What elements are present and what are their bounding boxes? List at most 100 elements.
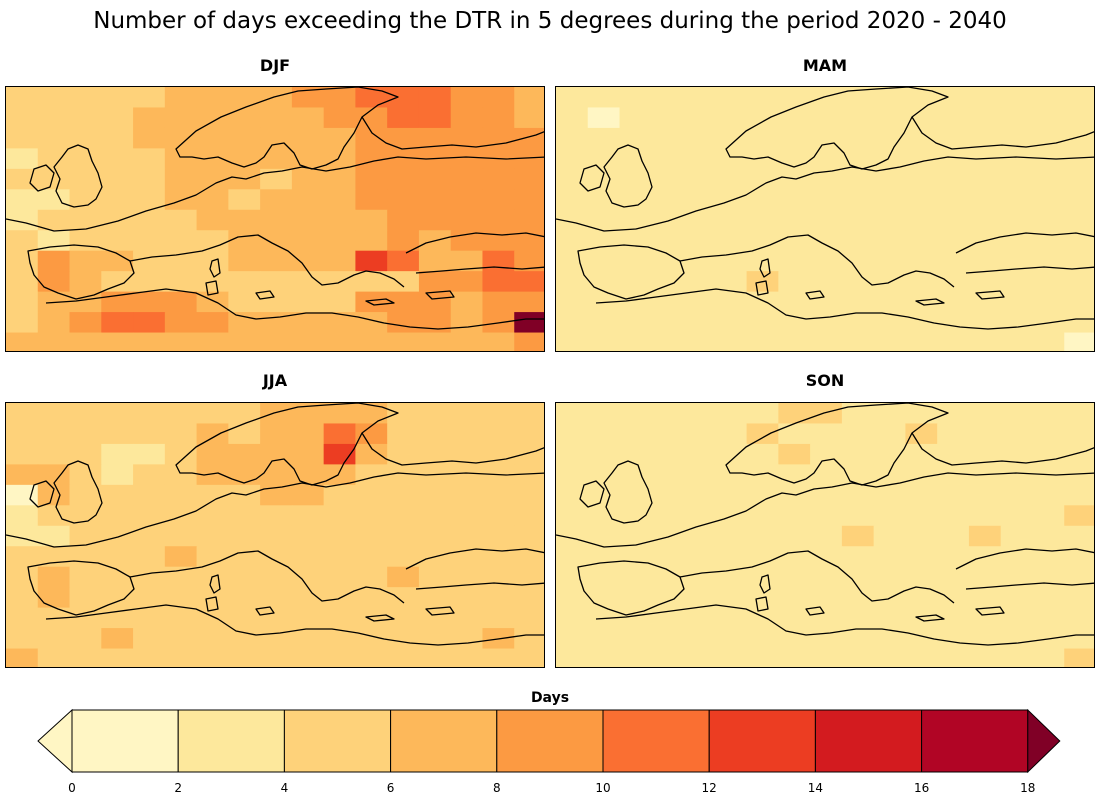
grid-cell xyxy=(228,423,261,445)
grid-cell xyxy=(228,209,261,231)
coastline-son xyxy=(556,403,1094,646)
grid-cell xyxy=(355,107,388,129)
grid-cell xyxy=(651,607,684,629)
grid-cell xyxy=(937,87,970,109)
grid-cell xyxy=(556,250,589,272)
grid-cell xyxy=(619,250,652,272)
grid-cell xyxy=(810,505,843,527)
grid-cell xyxy=(841,127,875,149)
grid-cell xyxy=(556,291,589,313)
grid-cell xyxy=(323,127,357,149)
grid-cell xyxy=(651,332,684,351)
grid-cell xyxy=(683,332,716,351)
grid-cell xyxy=(164,546,198,568)
grid-cell xyxy=(196,464,229,486)
map-panel-son xyxy=(555,402,1095,668)
grid-cell xyxy=(619,464,652,486)
grid-cell xyxy=(905,607,938,629)
grid-cell xyxy=(6,464,39,486)
grid-cell xyxy=(1064,291,1094,313)
grid-cell xyxy=(355,209,388,231)
grid-cell xyxy=(101,189,134,211)
grid-cell xyxy=(196,546,229,568)
grid-cell xyxy=(450,209,484,231)
grid-cell xyxy=(1000,168,1034,190)
grid-cell xyxy=(1000,250,1034,272)
grid-cell xyxy=(746,107,779,129)
grid-cell xyxy=(514,464,544,486)
grid-cell xyxy=(619,628,652,650)
grid-cell xyxy=(587,505,621,527)
grid-cell xyxy=(6,628,39,650)
grid-cell xyxy=(1000,403,1034,425)
grid-cell xyxy=(619,648,652,667)
grid-cell xyxy=(133,505,166,527)
grid-cell xyxy=(355,87,388,109)
grid-cell xyxy=(873,648,907,667)
grid-cell xyxy=(387,230,420,252)
grid-cell xyxy=(355,332,388,351)
colorbar-tick-label: 14 xyxy=(807,781,824,795)
grid-cell xyxy=(260,209,293,231)
grid-cell xyxy=(746,423,779,445)
grid-cell xyxy=(387,87,420,109)
grid-cell xyxy=(556,87,589,109)
coastline-path xyxy=(975,606,1005,616)
grid-cell xyxy=(291,566,325,588)
grid-cell xyxy=(387,168,420,190)
grid-cell xyxy=(482,332,515,351)
grid-cell xyxy=(905,209,938,231)
grid-cell xyxy=(873,423,907,445)
coastline-path xyxy=(53,144,103,208)
grid-cell xyxy=(905,628,938,650)
grid-cell xyxy=(6,250,39,272)
grid-cell xyxy=(133,332,166,351)
grid-cell xyxy=(450,607,484,629)
grid-cell xyxy=(323,546,357,568)
grid-cell xyxy=(1000,271,1034,293)
coastline-path xyxy=(129,550,405,604)
grid-cell xyxy=(556,189,589,211)
grid-cell xyxy=(968,87,1002,109)
grid-cell xyxy=(968,403,1002,425)
grid-cell xyxy=(101,107,134,129)
grid-cell xyxy=(841,403,875,425)
grid-cell xyxy=(619,546,652,568)
figure-title: Number of days exceeding the DTR in 5 de… xyxy=(93,8,1007,34)
grid-cell xyxy=(260,148,293,170)
grid-cell xyxy=(1000,443,1034,465)
grid-cell xyxy=(968,127,1002,149)
grid-cell xyxy=(69,271,102,293)
grid-cell xyxy=(355,312,388,334)
grid-cell xyxy=(450,148,484,170)
grid-cell xyxy=(683,628,716,650)
grid-cell xyxy=(683,209,716,231)
grid-cell xyxy=(937,464,970,486)
colorbar-bin xyxy=(921,709,1029,773)
grid-cell xyxy=(778,189,811,211)
grid-cell xyxy=(37,209,71,231)
colorbar-bins xyxy=(71,709,1029,773)
grid-cell xyxy=(937,127,970,149)
grid-cell xyxy=(355,168,388,190)
grid-cell xyxy=(810,148,843,170)
grid-cell xyxy=(556,607,589,629)
grid-cell xyxy=(164,423,198,445)
grid-cell xyxy=(1032,525,1065,547)
grid-cell xyxy=(683,607,716,629)
grid-cell xyxy=(450,291,484,313)
grid-cell xyxy=(778,209,811,231)
coastline-path xyxy=(603,144,653,208)
grid-cell xyxy=(387,648,420,667)
grid-cell xyxy=(587,628,621,650)
grid-cell xyxy=(556,566,589,588)
grid-cell xyxy=(260,107,293,129)
grid-cell xyxy=(418,168,452,190)
grid-cell xyxy=(196,484,229,506)
grid-cell xyxy=(291,628,325,650)
grid-cell xyxy=(841,648,875,667)
grid-cell xyxy=(514,403,544,425)
grid-cell xyxy=(714,250,748,272)
grid-cell xyxy=(6,189,39,211)
grid-cell xyxy=(778,107,811,129)
